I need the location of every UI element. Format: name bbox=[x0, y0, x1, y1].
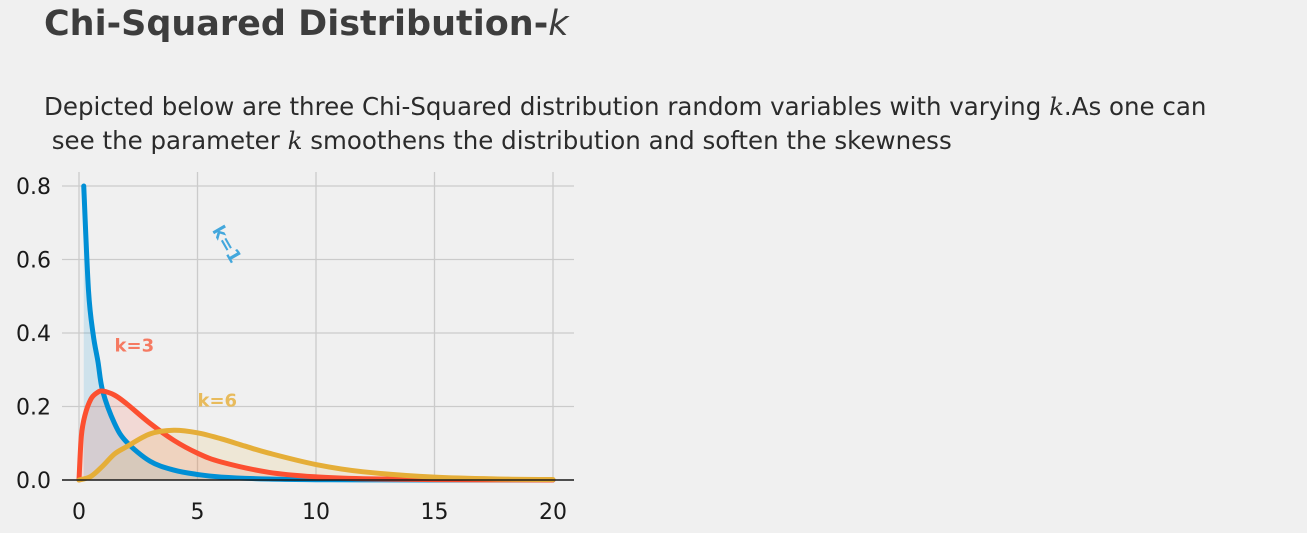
subtitle-line2-b: smoothens the distribution and soften th… bbox=[302, 126, 952, 155]
title-text: Chi-Squared Distribution- bbox=[44, 4, 549, 44]
y-tick-label-1: 0.2 bbox=[16, 396, 51, 421]
y-tick-label-2: 0.4 bbox=[16, 322, 51, 347]
subtitle-line1-k: k bbox=[1049, 92, 1064, 121]
y-tick-label-0: 0.0 bbox=[16, 469, 51, 494]
series-label-k3: k=3 bbox=[115, 335, 155, 356]
chart-subtitle: Depicted below are three Chi-Squared dis… bbox=[44, 90, 1206, 158]
series-label-k1: k=1 bbox=[207, 222, 245, 267]
page-title: Chi-Squared Distribution-k bbox=[44, 4, 569, 44]
x-tick-label-3: 15 bbox=[421, 500, 449, 525]
subtitle-line2-a: see the parameter bbox=[44, 126, 288, 155]
subtitle-line-1: Depicted below are three Chi-Squared dis… bbox=[44, 90, 1206, 124]
x-tick-label-0: 0 bbox=[72, 500, 86, 525]
series-label-k6: k=6 bbox=[198, 391, 238, 412]
x-tick-label-2: 10 bbox=[302, 500, 330, 525]
series-line-k6 bbox=[76, 427, 556, 483]
subtitle-line2-k: k bbox=[287, 126, 303, 155]
subtitle-line1-b: .As one can bbox=[1063, 92, 1207, 121]
series-fill-k1 bbox=[83, 186, 554, 480]
series-fill-k3 bbox=[79, 391, 553, 480]
series-line-k3 bbox=[76, 388, 556, 483]
title-k-symbol: k bbox=[548, 4, 569, 44]
y-tick-label-3: 0.6 bbox=[16, 249, 51, 274]
x-tick-label-4: 20 bbox=[539, 500, 567, 525]
y-tick-label-4: 0.8 bbox=[16, 175, 51, 200]
subtitle-line-2: see the parameter k smoothens the distri… bbox=[44, 124, 1206, 158]
x-tick-label-1: 5 bbox=[191, 500, 205, 525]
subtitle-line1-a: Depicted below are three Chi-Squared dis… bbox=[44, 92, 1050, 121]
series-fill-k6 bbox=[79, 430, 553, 480]
